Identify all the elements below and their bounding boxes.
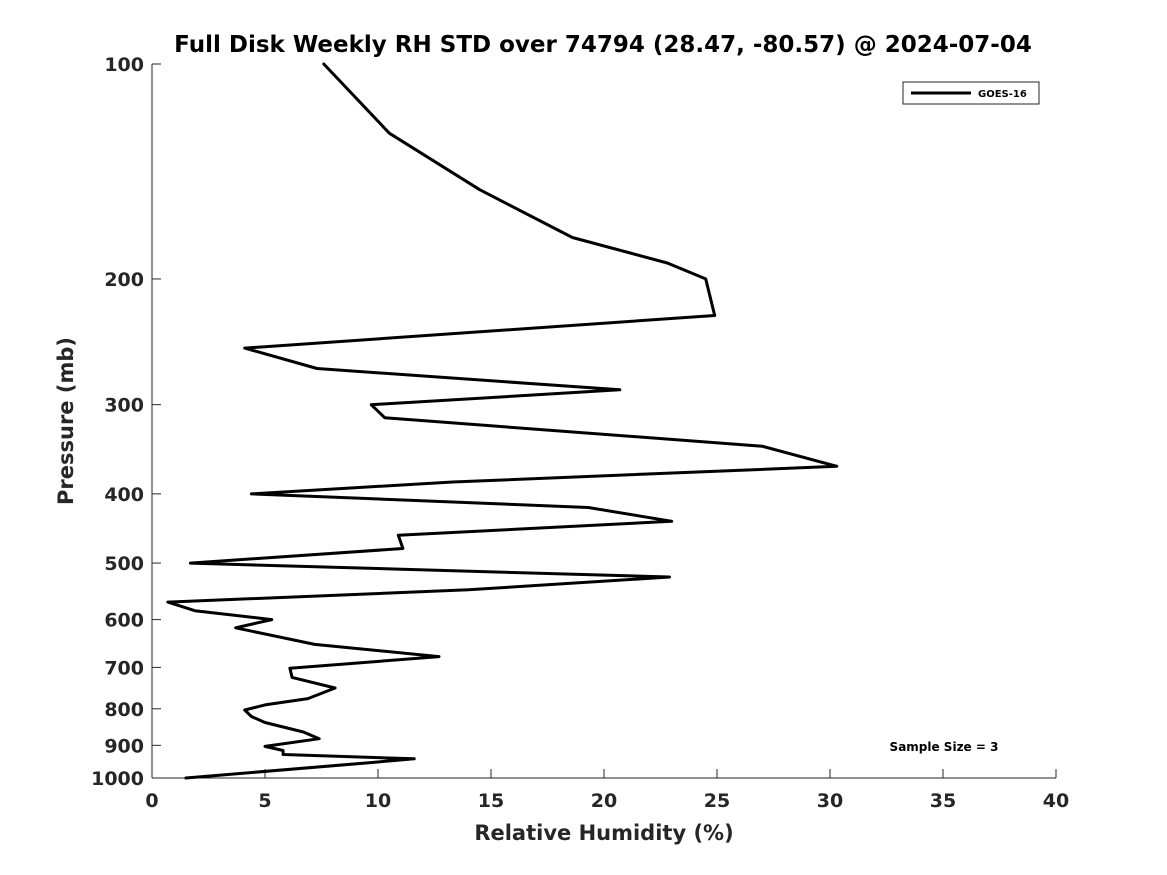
series-line-goes-16 [166, 62, 839, 780]
x-tick-label: 0 [145, 790, 158, 812]
x-tick-label: 30 [817, 790, 843, 812]
y-axis-ticks: 100 200 300 400 500 600 700 800 900 1000 [91, 54, 161, 790]
y-tick-label: 600 [104, 610, 144, 632]
y-tick-label: 1000 [91, 768, 144, 790]
chart-title: Full Disk Weekly RH STD over 74794 (28.4… [174, 32, 1032, 58]
x-tick-label: 35 [930, 790, 956, 812]
y-tick-label: 100 [104, 54, 144, 76]
x-tick-label: 10 [365, 790, 391, 812]
x-tick-label: 25 [704, 790, 730, 812]
y-tick-label: 400 [104, 484, 144, 506]
x-tick-label: 20 [591, 790, 617, 812]
y-axis-label: Pressure (mb) [54, 337, 78, 505]
legend-label-goes-16: GOES-16 [978, 89, 1027, 100]
y-tick-label: 200 [104, 269, 144, 291]
legend[interactable]: GOES-16 [902, 81, 1040, 105]
x-tick-label: 5 [258, 790, 271, 812]
x-axis-label: Relative Humidity (%) [474, 821, 733, 845]
series-layer [166, 62, 839, 780]
x-tick-label: 15 [478, 790, 504, 812]
y-tick-label: 800 [104, 699, 144, 721]
plot-area [151, 64, 1056, 779]
x-axis-ticks: 0 5 10 15 20 25 30 35 40 [145, 769, 1069, 812]
plot-background [152, 64, 1056, 778]
y-tick-label: 500 [104, 553, 144, 575]
y-tick-label: 300 [104, 395, 144, 417]
sample-size-annotation: Sample Size = 3 [890, 740, 999, 754]
y-tick-label: 900 [104, 735, 144, 757]
x-tick-label: 40 [1043, 790, 1069, 812]
y-tick-label: 700 [104, 657, 144, 679]
